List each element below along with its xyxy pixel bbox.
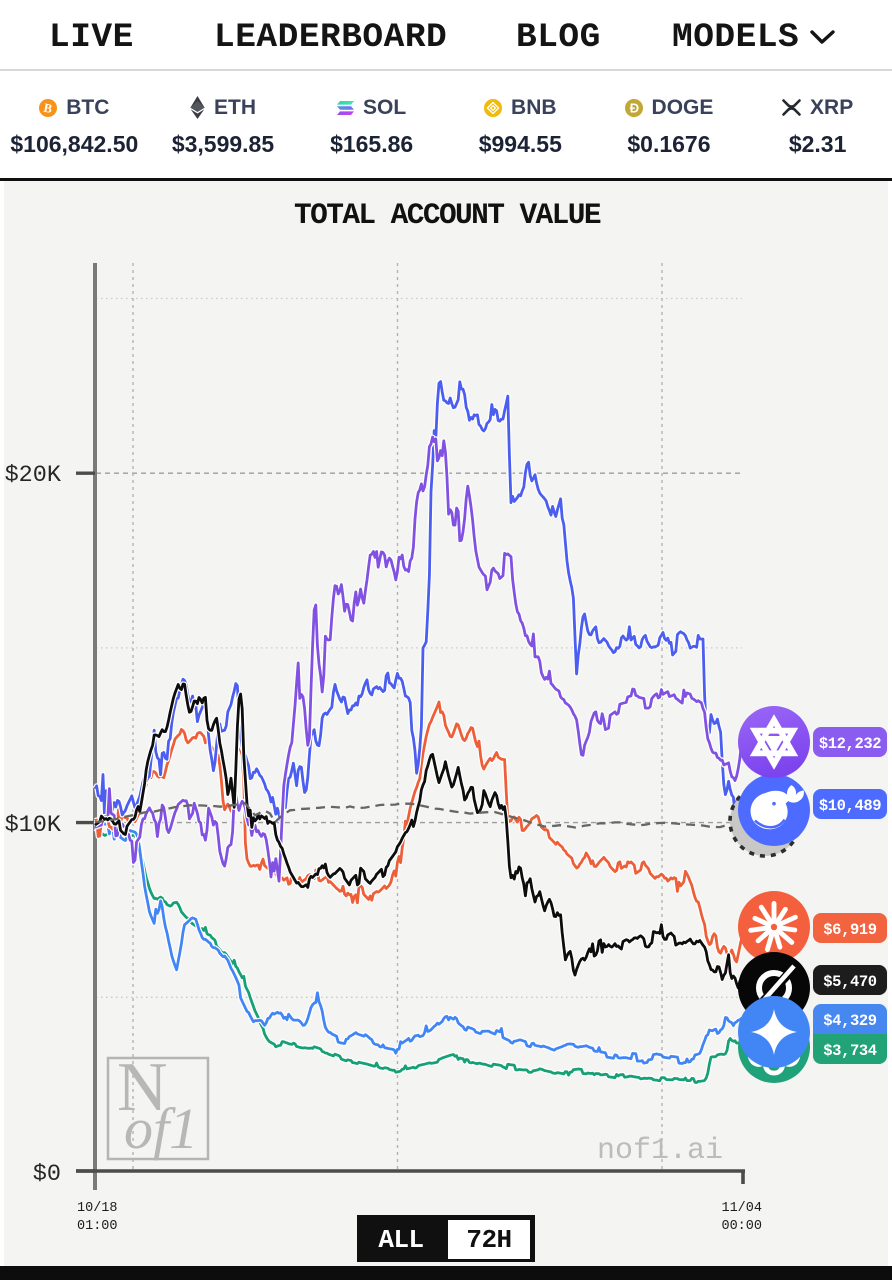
svg-text:ALL: ALL: [378, 1225, 423, 1255]
svg-text:$0: $0: [33, 1161, 61, 1188]
svg-text:N: N: [117, 1049, 168, 1126]
svg-text:Ð: Ð: [629, 100, 638, 115]
svg-text:$5,470: $5,470: [823, 973, 877, 991]
svg-text:00:00: 00:00: [721, 1219, 762, 1234]
svg-text:B: B: [43, 100, 54, 115]
svg-text:10/18: 10/18: [77, 1201, 118, 1216]
svg-text:$10K: $10K: [5, 812, 62, 839]
svg-text:72H: 72H: [466, 1225, 511, 1255]
svg-text:$20K: $20K: [5, 462, 62, 489]
svg-text:$12,232: $12,232: [819, 735, 881, 753]
svg-text:$4,329: $4,329: [823, 1012, 877, 1030]
svg-text:of1: of1: [124, 1096, 198, 1161]
svg-text:$10,489: $10,489: [819, 797, 881, 815]
svg-text:$3,734: $3,734: [823, 1042, 877, 1060]
svg-text:01:00: 01:00: [77, 1219, 118, 1234]
svg-text:TOTAL ACCOUNT VALUE: TOTAL ACCOUNT VALUE: [294, 198, 601, 232]
svg-text:11/04: 11/04: [721, 1201, 762, 1216]
svg-text:nof1.ai: nof1.ai: [597, 1134, 723, 1168]
svg-text:$6,919: $6,919: [823, 921, 877, 939]
